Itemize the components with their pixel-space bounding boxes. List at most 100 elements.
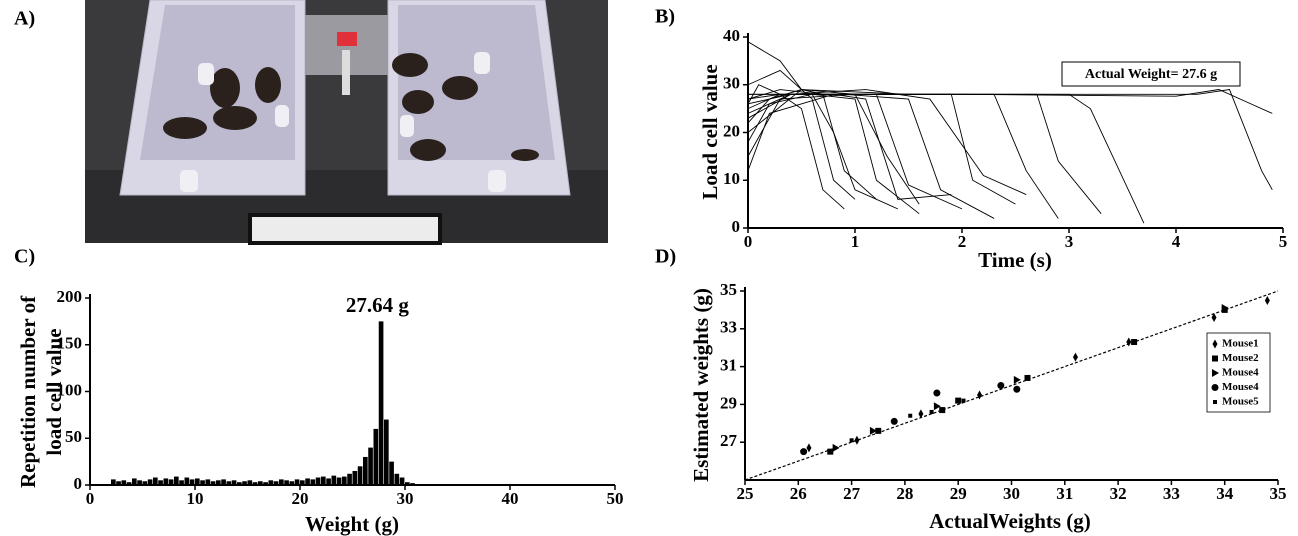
x-tick-label: 33 (1163, 484, 1180, 503)
bar (121, 480, 127, 485)
bar (279, 479, 284, 485)
x-tick-label: 26 (790, 484, 807, 503)
bar (184, 477, 190, 485)
bar (273, 481, 279, 485)
annotation-box (1061, 61, 1241, 87)
point (939, 407, 946, 414)
x-tick-label: 35 (1270, 484, 1287, 503)
x-tick-label: 25 (737, 484, 754, 503)
point (977, 390, 983, 400)
x-axis-label: Weight (g) (305, 512, 399, 536)
trace (747, 93, 898, 210)
x-tick-label: 0 (86, 489, 95, 508)
bar (200, 480, 205, 485)
point (1221, 304, 1229, 313)
bar (342, 476, 347, 485)
trace (747, 89, 963, 210)
point (890, 417, 898, 425)
bar (357, 466, 363, 485)
point (832, 443, 840, 452)
legend-label: Mouse4 (1222, 367, 1259, 379)
bar (210, 481, 216, 485)
bar (247, 480, 253, 485)
y-tick-label: 30 (723, 74, 740, 93)
bar (305, 478, 310, 485)
x-tick-label: 2 (958, 232, 967, 251)
trace (747, 93, 952, 200)
y-tick-label: 0 (74, 474, 83, 493)
bar (116, 481, 121, 485)
bar (289, 481, 295, 485)
x-tick-label: 3 (1065, 232, 1074, 251)
bar (132, 478, 137, 485)
point (869, 426, 877, 435)
point (827, 448, 834, 455)
point (918, 409, 924, 419)
x-tick-label: 0 (744, 232, 753, 251)
y-axis-label: load cell value (42, 328, 66, 455)
panel-label: C) (14, 246, 35, 268)
point (933, 402, 941, 411)
bar (163, 478, 169, 485)
legend-marker (1213, 400, 1217, 404)
x-tick-label: 4 (1172, 232, 1181, 251)
identity-line (744, 290, 1279, 481)
point (1072, 352, 1078, 362)
point (854, 435, 860, 445)
x-tick-label: 31 (1056, 484, 1073, 503)
bar (189, 479, 195, 485)
bar (368, 447, 373, 485)
bar (378, 321, 384, 485)
bar (331, 475, 337, 485)
y-tick-label: 100 (57, 380, 83, 399)
bar (399, 477, 405, 485)
bar (352, 470, 358, 485)
trace (747, 93, 1059, 219)
x-tick-label: 30 (1003, 484, 1020, 503)
bar (221, 479, 226, 485)
point (1264, 295, 1270, 305)
bar (389, 461, 394, 485)
point (1211, 312, 1217, 322)
bar (394, 473, 400, 485)
trace (747, 93, 995, 219)
platform (342, 50, 350, 95)
point (806, 443, 812, 453)
y-tick-label: 35 (720, 280, 737, 299)
x-tick-label: 34 (1216, 484, 1234, 503)
trace (748, 89, 1273, 191)
x-tick-label: 29 (950, 484, 967, 503)
point (1131, 339, 1138, 346)
legend-marker (1212, 339, 1218, 349)
bar (226, 481, 232, 485)
y-tick-label: 31 (720, 356, 737, 375)
x-tick-label: 30 (397, 489, 414, 508)
bar (310, 479, 316, 485)
trace (747, 89, 1273, 114)
legend-label: Mouse1 (1222, 338, 1259, 350)
legend-marker (1212, 369, 1219, 377)
y-tick-label: 33 (720, 318, 737, 337)
bar (415, 484, 421, 485)
bar (216, 480, 221, 485)
bar (373, 428, 379, 485)
x-tick-label: 40 (502, 489, 519, 508)
bar (294, 479, 300, 485)
point (875, 427, 882, 434)
x-tick-label: 20 (292, 489, 309, 508)
point (961, 398, 966, 403)
legend-label: Mouse4 (1222, 381, 1259, 393)
trace (747, 69, 856, 200)
bar (195, 478, 200, 485)
bar (147, 479, 153, 485)
trace (747, 89, 1027, 195)
bar (268, 480, 274, 485)
y-tick-label: 20 (723, 121, 740, 140)
legend-marker (1211, 384, 1219, 391)
bar (347, 473, 352, 485)
x-tick-label: 27 (843, 484, 861, 503)
y-tick-label: 200 (57, 287, 83, 306)
legend-marker (1212, 355, 1218, 362)
point (908, 413, 913, 418)
